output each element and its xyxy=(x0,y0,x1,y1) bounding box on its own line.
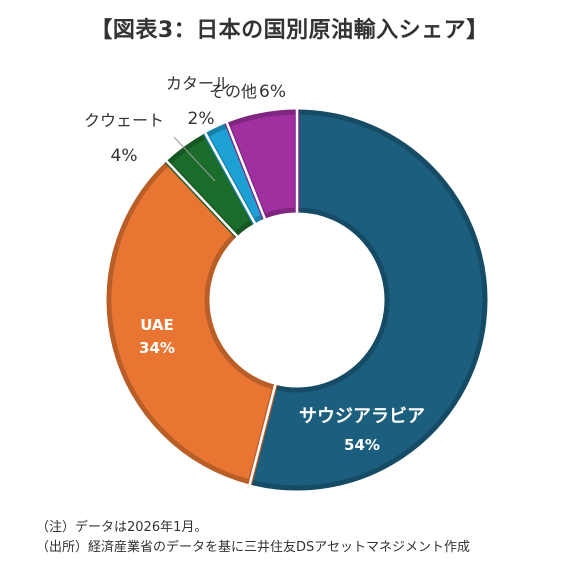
slice-separator xyxy=(248,383,277,486)
leader-line-kuwait xyxy=(173,136,216,182)
label-saudi-name: サウジアラビア xyxy=(299,406,425,427)
donut-slices xyxy=(106,109,488,491)
chart-title: 【図表3：日本の国別原油輸入シェア】 xyxy=(90,18,489,43)
label-qatar-name: カタール xyxy=(166,74,230,93)
outer-labels: クウェート 4% カタール 2% その他 6% xyxy=(84,74,286,182)
slice-separator xyxy=(203,132,257,225)
label-other-name: その他 xyxy=(209,82,257,101)
slice-saudi xyxy=(247,109,488,491)
note-line: （注）データは2026年1月。 xyxy=(36,520,208,535)
slice-separator xyxy=(225,121,267,220)
label-uae-name: UAE xyxy=(140,316,174,334)
label-uae-value: 34% xyxy=(139,339,175,357)
inner-labels: サウジアラビア 54% UAE 34% xyxy=(139,316,425,454)
label-kuwait-value: 4% xyxy=(111,146,138,166)
slice-separator xyxy=(165,159,239,238)
label-kuwait-name: クウェート xyxy=(84,111,164,130)
label-qatar-value: 2% xyxy=(188,109,215,129)
label-saudi-value: 54% xyxy=(344,436,380,454)
label-other-value: 6% xyxy=(259,82,286,102)
slice-uae xyxy=(106,159,278,486)
source-line: （出所）経済産業省のデータを基に三井住友DSアセットマネジメント作成 xyxy=(36,540,471,555)
footnotes: （注）データは2026年1月。 （出所）経済産業省のデータを基に三井住友DSアセ… xyxy=(36,518,470,558)
